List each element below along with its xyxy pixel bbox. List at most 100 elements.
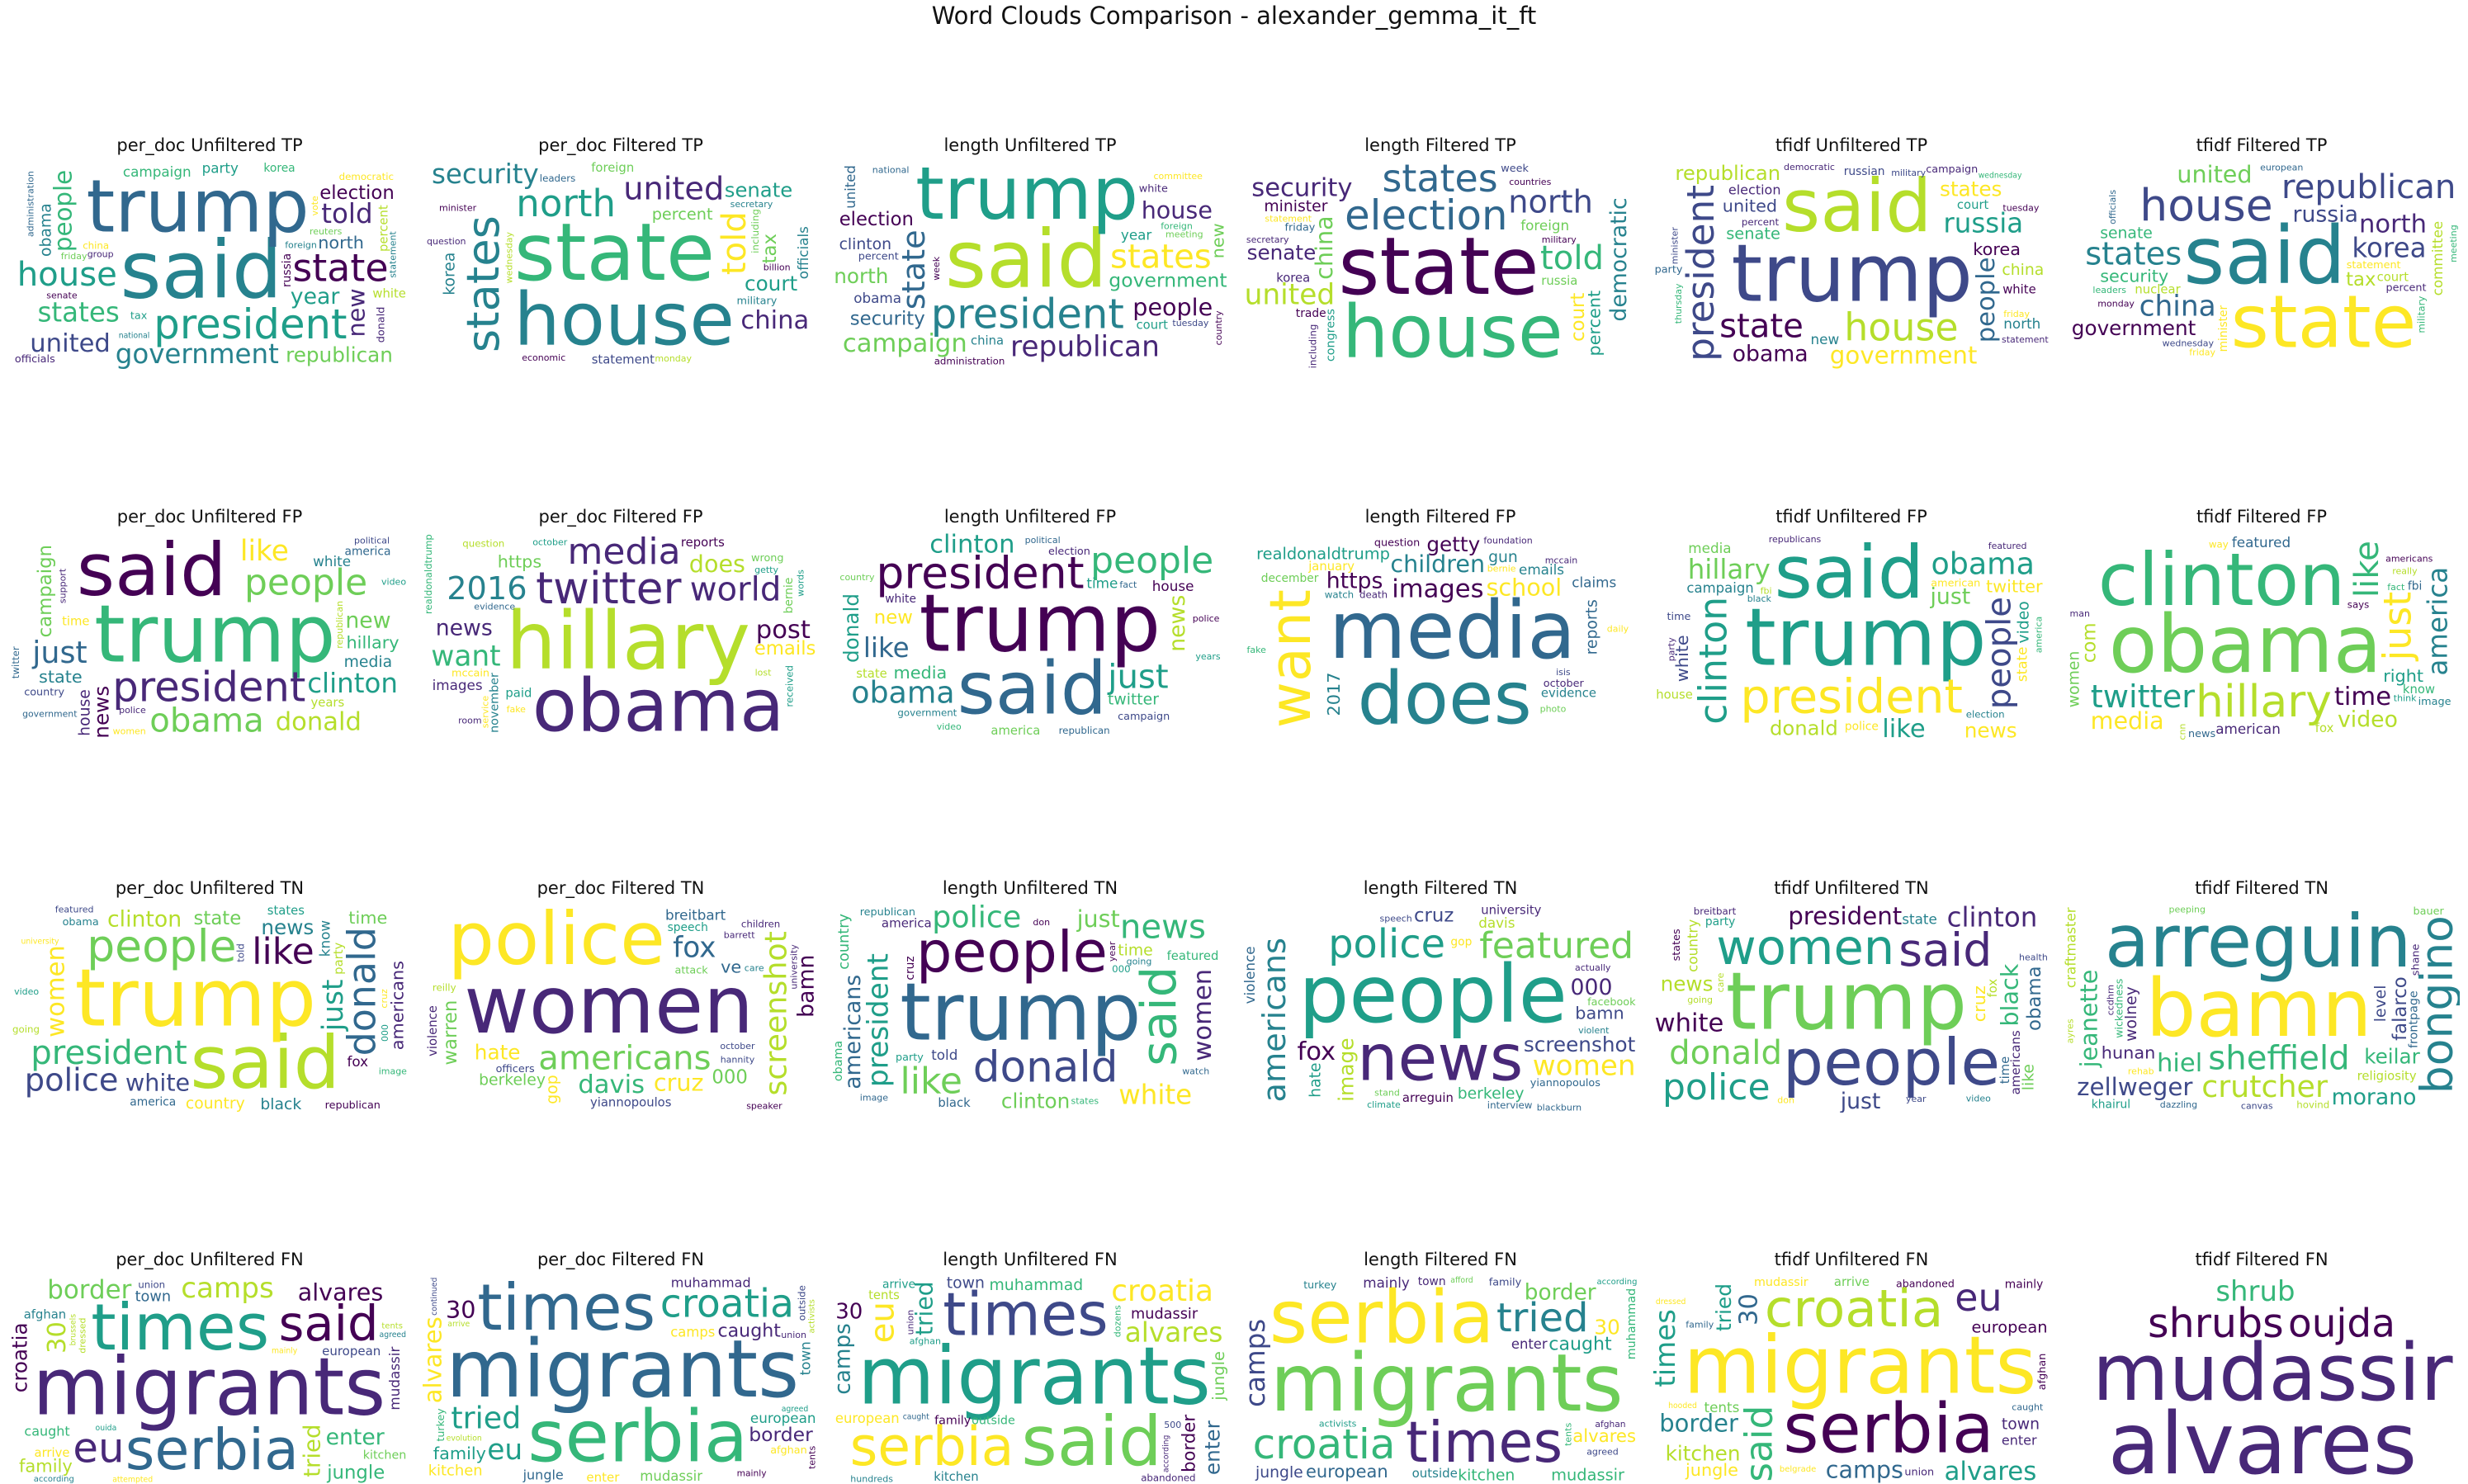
panel-title: length Filtered FN xyxy=(1364,1250,1517,1269)
cloud-word: gop xyxy=(544,1075,561,1104)
cloud-word: tried xyxy=(451,1400,521,1435)
panel-title: length Filtered TN xyxy=(1363,878,1518,898)
cloud-word: time xyxy=(348,908,387,928)
cloud-word: media xyxy=(894,663,948,683)
cloud-word: featured xyxy=(1167,949,1219,963)
wordcloud-panel: length Unfiltered TP said trump president st… xyxy=(832,135,1228,370)
cloud-word: white xyxy=(313,553,351,569)
cloud-word: campaign xyxy=(1686,580,1753,596)
cloud-word: said xyxy=(1130,966,1187,1066)
cloud-word: mudassir xyxy=(640,1468,702,1484)
cloud-word: religiosity xyxy=(2357,1070,2417,1084)
cloud-word: trump xyxy=(915,162,1138,236)
cloud-word: trump xyxy=(75,952,316,1045)
cloud-word: administration xyxy=(25,171,35,237)
cloud-word: ouida xyxy=(96,1424,117,1433)
cloud-word: senate xyxy=(2100,224,2153,242)
cloud-word: year xyxy=(1107,941,1118,962)
cloud-word: government xyxy=(116,338,279,370)
cloud-word: trump xyxy=(87,163,310,248)
cloud-word: committee xyxy=(1154,171,1203,182)
cloud-word: clinton xyxy=(2098,537,2346,622)
cloud-word: fox xyxy=(1986,979,2000,998)
cloud-word: hillary xyxy=(2196,675,2332,727)
cloud-word: clinton xyxy=(1690,597,1735,725)
cloud-word: video xyxy=(381,576,406,587)
wordcloud-canvas: migrants serbia times croatia alvares tried eu… xyxy=(423,1276,819,1484)
cloud-word: berkeley xyxy=(479,1072,546,1089)
cloud-word: campaign xyxy=(843,329,967,358)
cloud-word: president xyxy=(1740,669,1963,724)
cloud-word: enter xyxy=(2002,1433,2037,1449)
cloud-word: foundation xyxy=(1483,536,1532,546)
cloud-word: korea xyxy=(263,162,295,175)
wordcloud-panel: length Filtered FN migrants serbia times cro… xyxy=(1242,1250,1638,1484)
cloud-word: china xyxy=(740,306,809,335)
cloud-word: trump xyxy=(920,578,1161,670)
cloud-word: university xyxy=(1481,905,1541,918)
cloud-word: hannity xyxy=(721,1054,755,1065)
panel-title: per_doc Unfiltered TN xyxy=(115,878,305,898)
wordcloud-panel: per_doc Unfiltered FN migrants times serbia… xyxy=(12,1250,408,1484)
cloud-word: support xyxy=(58,568,69,603)
cloud-word: agreed xyxy=(782,1405,809,1414)
cloud-word: black xyxy=(1995,963,2023,1026)
cloud-word: family xyxy=(1489,1277,1522,1289)
cloud-word: getty xyxy=(1426,533,1480,556)
cloud-word: davis xyxy=(578,1070,645,1099)
cloud-word: time xyxy=(1086,574,1118,591)
cloud-word: way xyxy=(2209,539,2229,551)
wordcloud-canvas: trump people said donald like news police presi… xyxy=(832,905,1228,1113)
cloud-word: croatia xyxy=(12,1322,32,1392)
wordcloud-canvas: said trump president states state republican g… xyxy=(832,162,1228,370)
cloud-word: statement xyxy=(2347,259,2401,272)
cloud-word: bamn xyxy=(1575,1004,1624,1023)
wordcloud-panel: per_doc Filtered TN women police americans s… xyxy=(423,878,819,1113)
cloud-word: states xyxy=(1383,162,1498,201)
cloud-word: hate xyxy=(1307,1062,1325,1097)
cloud-word: campaign xyxy=(35,545,56,637)
cloud-word: tax xyxy=(130,310,148,323)
cloud-word: eu xyxy=(1955,1276,2002,1320)
cloud-word: percent xyxy=(652,205,713,224)
cloud-word: news xyxy=(1964,718,2017,741)
cloud-word: countries xyxy=(1509,177,1551,187)
cloud-word: media xyxy=(2091,707,2164,735)
cloud-word: women xyxy=(113,726,146,737)
cloud-word: tents xyxy=(1563,1423,1573,1446)
cloud-word: minister xyxy=(2217,305,2230,352)
cloud-word: white xyxy=(1672,635,1692,682)
cloud-word: friday xyxy=(61,251,87,262)
cloud-word: years xyxy=(311,696,345,710)
cloud-word: republicans xyxy=(1769,534,1822,545)
cloud-word: bernie xyxy=(1487,563,1516,574)
cloud-word: donald xyxy=(339,927,384,1056)
cloud-word: republican xyxy=(2281,168,2456,206)
cloud-word: fake xyxy=(1247,645,1267,655)
cloud-word: thursday xyxy=(1673,283,1684,324)
wordcloud-panel: per_doc Filtered FP hillary obama twitter me… xyxy=(423,507,819,741)
cloud-word: kitchen xyxy=(1666,1441,1741,1465)
cloud-word: told xyxy=(235,943,247,962)
cloud-word: wolney xyxy=(2123,986,2140,1042)
cloud-word: state xyxy=(194,908,242,929)
cloud-word: north xyxy=(2359,210,2427,239)
cloud-word: migrants xyxy=(446,1323,799,1415)
cloud-word: violent xyxy=(1578,1025,1610,1036)
cloud-word: said xyxy=(190,1020,340,1105)
cloud-word: afghan xyxy=(910,1336,941,1347)
cloud-word: tents xyxy=(381,1321,403,1330)
panel-title: length Unfiltered TP xyxy=(943,135,1117,155)
cloud-word: government xyxy=(2072,316,2196,340)
cloud-word: breitbart xyxy=(1694,905,1737,917)
cloud-word: 30 xyxy=(835,1300,863,1325)
cloud-word: monday xyxy=(655,353,692,364)
cloud-word: united xyxy=(1723,196,1777,216)
cloud-word: eu xyxy=(864,1302,902,1343)
